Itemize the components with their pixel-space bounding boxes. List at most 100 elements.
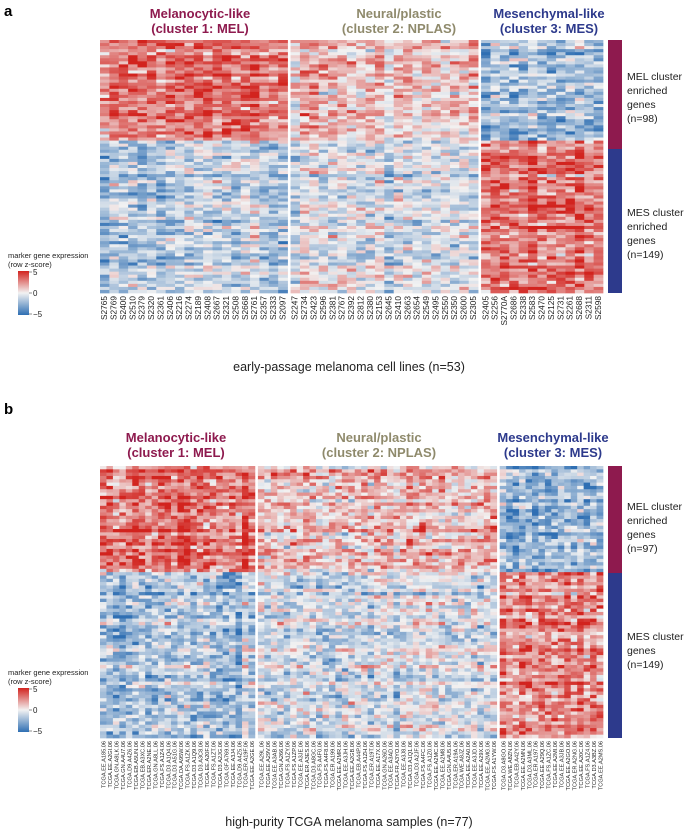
- heatmap-cell: [213, 77, 223, 80]
- heatmap-cell: [213, 177, 223, 180]
- heatmap-cell: [194, 86, 204, 89]
- heatmap-cell: [412, 232, 422, 235]
- heatmap-cell: [300, 92, 310, 95]
- heatmap-cell: [319, 40, 329, 43]
- heatmap-cell: [156, 247, 166, 250]
- heatmap-cell: [450, 186, 460, 189]
- heatmap-cell: [166, 244, 176, 247]
- heatmap-cell: [147, 220, 157, 223]
- heatmap-cell: [184, 80, 194, 83]
- heatmap-cell: [291, 147, 301, 150]
- heatmap-cell: [575, 141, 585, 144]
- heatmap-cell: [450, 241, 460, 244]
- heatmap-cell: [213, 153, 223, 156]
- heatmap-cell: [537, 156, 547, 159]
- heatmap-cell: [309, 101, 319, 104]
- heatmap-cell: [500, 214, 510, 217]
- heatmap-cell: [387, 473, 394, 477]
- heatmap-cell: [490, 144, 500, 147]
- heatmap-cell: [231, 141, 241, 144]
- heatmap-cell: [156, 235, 166, 238]
- heatmap-cell: [309, 168, 319, 171]
- heatmap-cell: [109, 165, 119, 168]
- heatmap-cell: [519, 180, 529, 183]
- heatmap-cell: [156, 208, 166, 211]
- heatmap-cell: [431, 223, 441, 226]
- heatmap-cell: [309, 131, 319, 134]
- heatmap-cell: [337, 226, 347, 229]
- heatmap-cell: [422, 138, 432, 141]
- heatmap-cell: [328, 220, 338, 223]
- heatmap-cell: [145, 476, 152, 480]
- heatmap-cell: [509, 183, 519, 186]
- heatmap-cell: [231, 49, 241, 52]
- heatmap-cell: [259, 92, 269, 95]
- heatmap-cell: [509, 52, 519, 55]
- heatmap-cell: [166, 159, 176, 162]
- heatmap-cell: [128, 266, 138, 269]
- heatmap-cell: [490, 165, 500, 168]
- heatmap-cell: [319, 70, 329, 73]
- heatmap-cell: [222, 80, 232, 83]
- heatmap-cell: [222, 46, 232, 49]
- heatmap-cell: [166, 278, 176, 281]
- heatmap-cell: [278, 40, 288, 43]
- heatmap-cell: [355, 476, 362, 480]
- heatmap-cell: [519, 174, 529, 177]
- heatmap-cell: [450, 192, 460, 195]
- heatmap-cell: [316, 486, 323, 490]
- heatmap-cell: [406, 483, 413, 487]
- heatmap-cell: [490, 476, 497, 480]
- heatmap-cell: [119, 83, 129, 86]
- heatmap-cell: [203, 211, 213, 214]
- heatmap-cell: [356, 183, 366, 186]
- heatmap-cell: [394, 269, 404, 272]
- heatmap-cell: [594, 144, 604, 147]
- heatmap-cell: [450, 125, 460, 128]
- heatmap-cell: [412, 235, 422, 238]
- heatmap-cell: [109, 89, 119, 92]
- heatmap-cell: [556, 266, 566, 269]
- heatmap-cell: [565, 119, 575, 122]
- heatmap-cell: [100, 247, 110, 250]
- heatmap-cell: [509, 119, 519, 122]
- heatmap-cell: [166, 46, 176, 49]
- heatmap-cell: [250, 89, 260, 92]
- heatmap-cell: [481, 259, 491, 262]
- heatmap-cell: [481, 159, 491, 162]
- heatmap-cell: [594, 205, 604, 208]
- heatmap-cell: [156, 266, 166, 269]
- heatmap-cell: [203, 52, 213, 55]
- heatmap-cell: [394, 263, 404, 266]
- heatmap-cell: [291, 281, 301, 284]
- heatmap-cell: [519, 192, 529, 195]
- heatmap-cell: [109, 80, 119, 83]
- heatmap-cell: [269, 287, 279, 290]
- heatmap-cell: [361, 469, 368, 473]
- heatmap-cell: [184, 483, 191, 487]
- heatmap-cell: [528, 174, 538, 177]
- heatmap-cell: [366, 83, 376, 86]
- heatmap-cell: [269, 199, 279, 202]
- heatmap-cell: [584, 101, 594, 104]
- heatmap-cell: [241, 122, 251, 125]
- heatmap-cell: [500, 113, 510, 116]
- heatmap-cell: [356, 269, 366, 272]
- heatmap-cell: [500, 107, 510, 110]
- heatmap-cell: [184, 153, 194, 156]
- heatmap-cell: [432, 466, 439, 470]
- heatmap-cell: [231, 214, 241, 217]
- heatmap-cell: [361, 483, 368, 487]
- heatmap-cell: [119, 144, 129, 147]
- heatmap-cell: [194, 159, 204, 162]
- heatmap-cell: [278, 241, 288, 244]
- heatmap-cell: [356, 153, 366, 156]
- heatmap-cell: [431, 156, 441, 159]
- heatmap-cell: [490, 101, 500, 104]
- heatmap-cell: [556, 119, 566, 122]
- heatmap-cell: [278, 266, 288, 269]
- heatmap-cell: [394, 226, 404, 229]
- heatmap-cell: [328, 180, 338, 183]
- heatmap-cell: [356, 52, 366, 55]
- heatmap-cell: [259, 98, 269, 101]
